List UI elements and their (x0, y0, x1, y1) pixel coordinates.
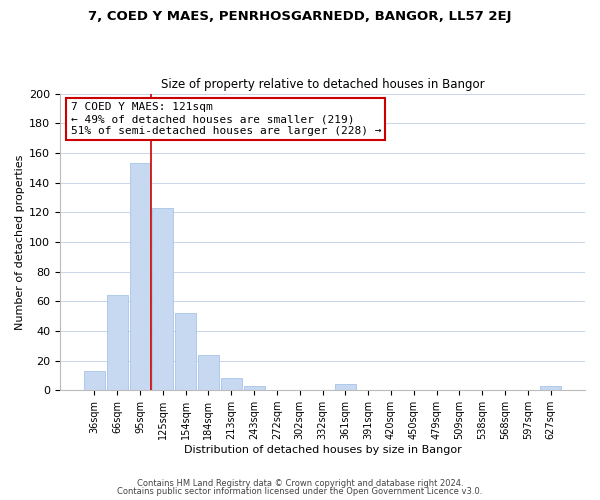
Bar (107, 296, 128, 390)
Bar (175, 313, 196, 390)
Bar (244, 386, 265, 390)
Bar (221, 378, 242, 390)
Y-axis label: Number of detached properties: Number of detached properties (15, 154, 25, 330)
Text: Contains HM Land Registry data © Crown copyright and database right 2024.: Contains HM Land Registry data © Crown c… (137, 478, 463, 488)
Bar (84, 371, 105, 390)
Text: 7 COED Y MAES: 121sqm
← 49% of detached houses are smaller (219)
51% of semi-det: 7 COED Y MAES: 121sqm ← 49% of detached … (71, 102, 381, 136)
Title: Size of property relative to detached houses in Bangor: Size of property relative to detached ho… (161, 78, 484, 91)
Bar (152, 208, 173, 390)
Bar (540, 386, 561, 390)
X-axis label: Distribution of detached houses by size in Bangor: Distribution of detached houses by size … (184, 445, 461, 455)
Text: 7, COED Y MAES, PENRHOSGARNEDD, BANGOR, LL57 2EJ: 7, COED Y MAES, PENRHOSGARNEDD, BANGOR, … (88, 10, 512, 23)
Text: Contains public sector information licensed under the Open Government Licence v3: Contains public sector information licen… (118, 487, 482, 496)
Bar (198, 354, 219, 390)
Bar (335, 384, 356, 390)
Bar (130, 164, 151, 390)
